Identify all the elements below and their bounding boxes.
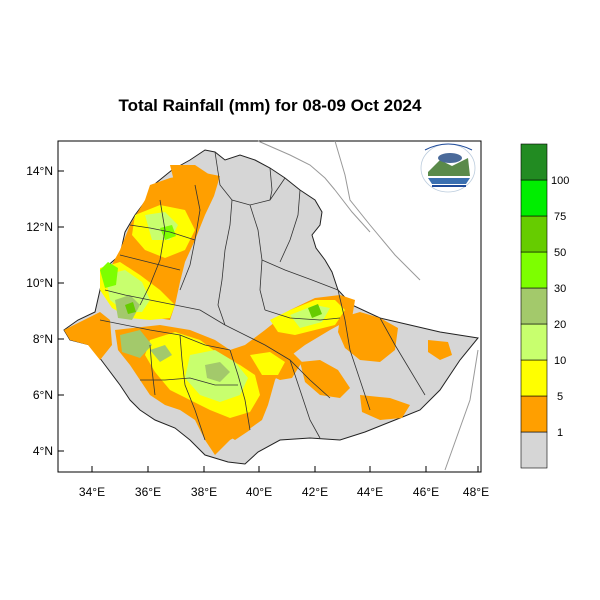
y-tick-label: 4°N: [33, 444, 53, 458]
legend-label: 1: [557, 427, 563, 439]
legend-label: 50: [554, 247, 566, 259]
neighbor-boundaries: [257, 140, 479, 471]
y-tick-label: 14°N: [26, 164, 53, 178]
x-axis: 34°E 36°E 38°E 40°E 42°E 44°E 46°E 48°E: [79, 466, 489, 499]
legend-label: 10: [554, 355, 566, 367]
region-boundaries: [99, 151, 426, 441]
y-tick-label: 10°N: [26, 276, 53, 290]
y-tick-label: 8°N: [33, 332, 53, 346]
legend-bin: [520, 215, 548, 253]
agency-logo: [420, 143, 476, 193]
legend-bin: [520, 251, 548, 289]
legend-colorbar: 1 5 10 20 30 50 75 100: [520, 143, 569, 469]
y-tick-label: 6°N: [33, 388, 53, 402]
x-tick-label: 34°E: [79, 485, 105, 499]
y-tick-label: 12°N: [26, 220, 53, 234]
x-tick-label: 40°E: [246, 485, 272, 499]
x-tick-label: 42°E: [302, 485, 328, 499]
x-tick-label: 36°E: [135, 485, 161, 499]
legend-bin: [520, 395, 548, 433]
map-title: Total Rainfall (mm) for 08-09 Oct 2024: [118, 96, 422, 115]
legend-bin: [520, 143, 548, 181]
legend-label: 5: [557, 391, 563, 403]
legend-label: 20: [554, 319, 566, 331]
x-tick-label: 38°E: [191, 485, 217, 499]
x-tick-label: 48°E: [463, 485, 489, 499]
legend-label: 75: [554, 211, 566, 223]
rainfall-green: [125, 302, 322, 318]
legend-bin: [520, 323, 548, 361]
legend-bin: [520, 287, 548, 325]
legend-bin: [520, 359, 548, 397]
x-tick-label: 44°E: [357, 485, 383, 499]
legend-label: 100: [551, 175, 569, 187]
legend-bin: [520, 179, 548, 217]
x-tick-label: 46°E: [413, 485, 439, 499]
legend-bin: [520, 431, 548, 469]
legend-label: 30: [554, 283, 566, 295]
y-axis: 14°N 12°N 10°N 8°N 6°N 4°N: [26, 164, 64, 458]
